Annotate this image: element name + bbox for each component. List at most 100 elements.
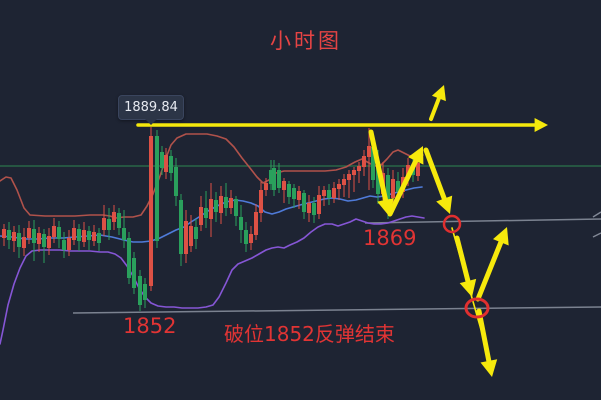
candle bbox=[277, 163, 281, 193]
candle-body bbox=[244, 230, 248, 244]
bounce-up-arrow-head bbox=[493, 227, 509, 246]
candle-body bbox=[272, 168, 276, 190]
candle bbox=[292, 184, 296, 208]
candle-body bbox=[132, 258, 136, 288]
level-1852-line bbox=[72, 306, 601, 314]
candle bbox=[47, 228, 51, 255]
candle-body bbox=[277, 170, 281, 188]
right-edge-ticks-layer bbox=[592, 211, 601, 238]
candle bbox=[37, 227, 41, 252]
pivot-circle-1852 bbox=[464, 297, 490, 319]
candle-body bbox=[82, 230, 86, 242]
pivot-circles-layer bbox=[442, 214, 490, 319]
candle bbox=[229, 190, 233, 214]
candle bbox=[312, 197, 316, 223]
candle-body bbox=[143, 284, 147, 300]
candle-body bbox=[337, 184, 341, 189]
candle-body bbox=[62, 240, 66, 250]
candle-body bbox=[107, 219, 111, 230]
candle bbox=[244, 222, 248, 252]
candle bbox=[239, 205, 243, 243]
candle-body bbox=[92, 232, 96, 241]
candle bbox=[249, 226, 253, 250]
price-badge-value: 1889.84 bbox=[124, 100, 178, 115]
candle-body bbox=[184, 221, 188, 254]
bollinger-lower-band bbox=[0, 215, 425, 345]
candle bbox=[122, 210, 126, 248]
candle-body bbox=[32, 229, 36, 243]
zigzag-up-1 bbox=[387, 146, 424, 217]
drop-to-support-arrow bbox=[454, 235, 477, 297]
candle-body bbox=[264, 183, 268, 190]
candle-body bbox=[259, 190, 263, 213]
candle bbox=[272, 160, 276, 196]
candle bbox=[42, 229, 46, 263]
candle-body bbox=[292, 188, 296, 199]
candle bbox=[2, 224, 6, 246]
candle bbox=[67, 230, 71, 256]
candle-body bbox=[67, 238, 71, 250]
candle-body bbox=[209, 199, 213, 219]
candle bbox=[357, 162, 361, 183]
candle bbox=[77, 224, 81, 251]
candle bbox=[132, 252, 136, 294]
candle bbox=[219, 186, 223, 224]
candle-body bbox=[149, 136, 153, 286]
candle bbox=[254, 204, 258, 240]
candle-body bbox=[122, 228, 126, 240]
candle-body bbox=[254, 212, 258, 235]
candle-body bbox=[102, 218, 106, 230]
candle-body bbox=[287, 184, 291, 197]
zigzag-up-1-shaft bbox=[387, 158, 419, 217]
candle-body bbox=[362, 156, 366, 167]
right-edge-tick-lower bbox=[592, 232, 601, 238]
candle-body bbox=[138, 276, 142, 305]
candle-body bbox=[2, 229, 6, 238]
candle-body bbox=[52, 226, 56, 237]
drop-to-support-arrow-shaft bbox=[454, 235, 471, 284]
price-badge: 1889.84 bbox=[118, 95, 184, 125]
candle bbox=[234, 196, 238, 226]
candle-body bbox=[234, 199, 238, 216]
candle-body bbox=[87, 231, 91, 240]
candle bbox=[164, 148, 168, 179]
candle-body bbox=[332, 188, 336, 198]
resistance-arrow bbox=[136, 118, 548, 132]
candle-body bbox=[367, 146, 371, 157]
candle-body bbox=[37, 233, 41, 244]
candles-layer bbox=[2, 127, 420, 311]
breakout-up-arrow-shaft bbox=[429, 96, 441, 121]
candle bbox=[149, 127, 153, 291]
candle bbox=[117, 208, 121, 235]
candle bbox=[17, 225, 21, 258]
candle-body bbox=[327, 190, 331, 198]
candle bbox=[57, 221, 61, 248]
zigzag-down-2 bbox=[423, 147, 453, 214]
candle bbox=[194, 219, 198, 249]
breakout-up-arrow-head bbox=[431, 85, 446, 102]
candle-body bbox=[391, 179, 395, 198]
candle bbox=[282, 178, 286, 203]
candle-body bbox=[357, 166, 361, 171]
note-label: 破位1852反弹结束 bbox=[224, 322, 395, 346]
candle-body bbox=[347, 174, 351, 180]
zigzag-down-1-shaft bbox=[368, 129, 389, 203]
right-edge-tick-upper bbox=[592, 211, 601, 218]
candle bbox=[189, 215, 193, 252]
candle bbox=[27, 221, 31, 244]
candle bbox=[297, 186, 301, 209]
candle bbox=[332, 182, 336, 203]
candle-body bbox=[12, 232, 16, 241]
candle-body bbox=[269, 170, 273, 184]
final-down-arrow-shaft bbox=[476, 308, 492, 364]
candle bbox=[92, 225, 96, 246]
candle bbox=[322, 186, 326, 206]
candle bbox=[184, 210, 188, 263]
zigzag-down-2-shaft bbox=[423, 147, 447, 202]
candle bbox=[317, 186, 321, 219]
candle bbox=[199, 196, 203, 231]
pivot-circle-1869 bbox=[442, 214, 462, 234]
candle-body bbox=[249, 234, 253, 243]
